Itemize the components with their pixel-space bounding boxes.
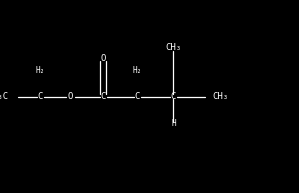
Text: O: O	[100, 54, 106, 63]
Text: H₂: H₂	[36, 66, 45, 75]
Text: H₂: H₂	[133, 66, 142, 75]
Text: CH₃: CH₃	[165, 43, 181, 52]
Text: H₃C: H₃C	[0, 92, 9, 101]
Text: C: C	[135, 92, 140, 101]
Text: O: O	[68, 92, 73, 101]
Text: C: C	[171, 92, 176, 101]
Text: CH₃: CH₃	[212, 92, 228, 101]
Text: H: H	[171, 119, 176, 128]
Text: C: C	[38, 92, 43, 101]
Text: C: C	[100, 92, 106, 101]
